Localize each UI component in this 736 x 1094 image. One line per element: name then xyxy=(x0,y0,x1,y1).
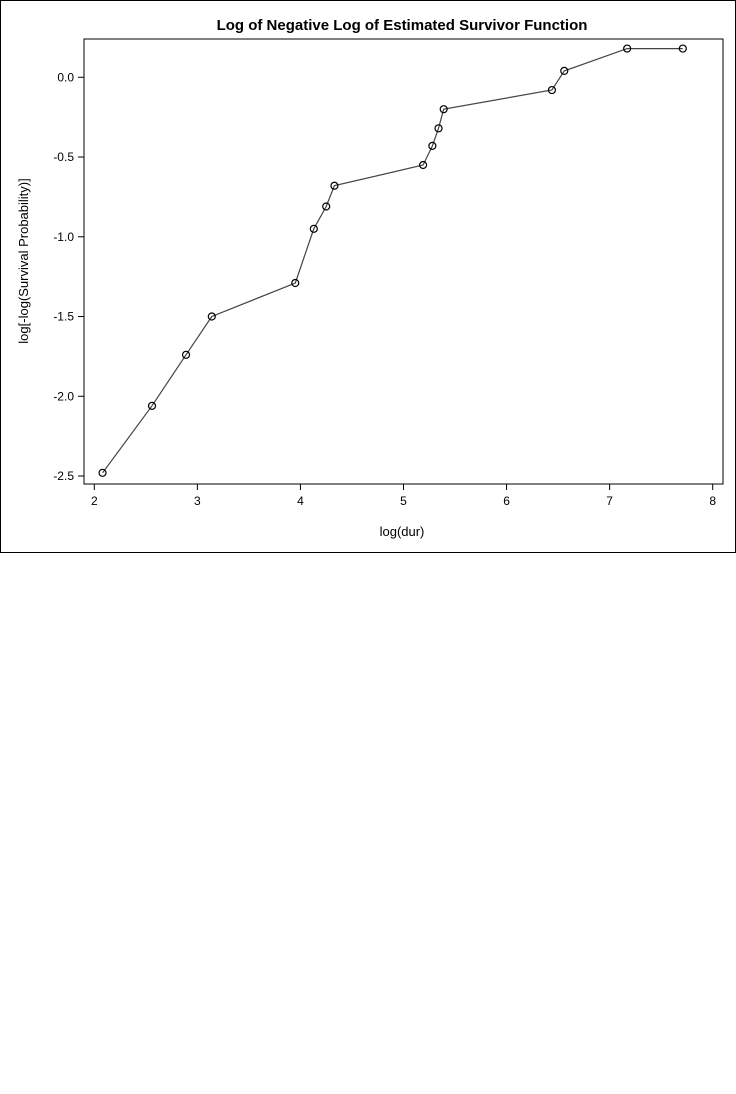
chart-frame: Log of Negative Log of Estimated Survivo… xyxy=(0,0,736,553)
data-point-marker xyxy=(291,278,300,288)
data-point-marker xyxy=(330,181,339,190)
y-tick-label: -2.0 xyxy=(53,389,74,403)
x-tick-label: 4 xyxy=(297,494,304,508)
x-tick-label: 3 xyxy=(194,494,201,508)
y-axis-label: log[-log(Survival Probability)] xyxy=(16,178,31,343)
series-layer xyxy=(98,44,687,477)
data-point-marker xyxy=(322,202,331,211)
x-tick-label: 6 xyxy=(503,494,510,508)
data-point-marker xyxy=(547,85,557,95)
data-point-marker xyxy=(439,105,448,114)
plot-area xyxy=(83,38,724,485)
data-point-marker xyxy=(98,468,107,477)
y-axis: -2.5 -2.0 -1.5 -1.0 -0.5 0.0 xyxy=(53,70,84,483)
data-point-marker xyxy=(623,44,632,53)
y-tick-label: 0.0 xyxy=(57,70,74,84)
data-point-marker xyxy=(434,124,443,133)
x-tick-label: 7 xyxy=(606,494,613,508)
y-tick-label: -0.5 xyxy=(53,150,74,164)
chart-title: Log of Negative Log of Estimated Survivo… xyxy=(217,17,588,34)
x-tick-label: 5 xyxy=(400,494,407,508)
x-tick-label: 8 xyxy=(709,494,716,508)
data-point-marker xyxy=(181,350,191,359)
y-tick-label: -1.5 xyxy=(53,310,74,324)
x-axis-label: log(dur) xyxy=(380,524,425,539)
data-point-marker xyxy=(309,224,318,233)
data-point-marker xyxy=(428,141,437,150)
y-tick-label: -1.0 xyxy=(53,230,74,244)
y-tick-label: -2.5 xyxy=(53,469,74,483)
data-point-marker xyxy=(147,401,157,410)
data-point-marker xyxy=(418,160,428,170)
chart: Log of Negative Log of Estimated Survivo… xyxy=(16,17,724,539)
series-line xyxy=(102,47,683,474)
data-point-marker xyxy=(678,44,687,53)
data-point-marker xyxy=(560,66,569,75)
x-axis: 2 3 4 5 6 7 8 xyxy=(91,484,716,508)
data-point-marker xyxy=(207,312,216,321)
x-tick-label: 2 xyxy=(91,494,98,508)
